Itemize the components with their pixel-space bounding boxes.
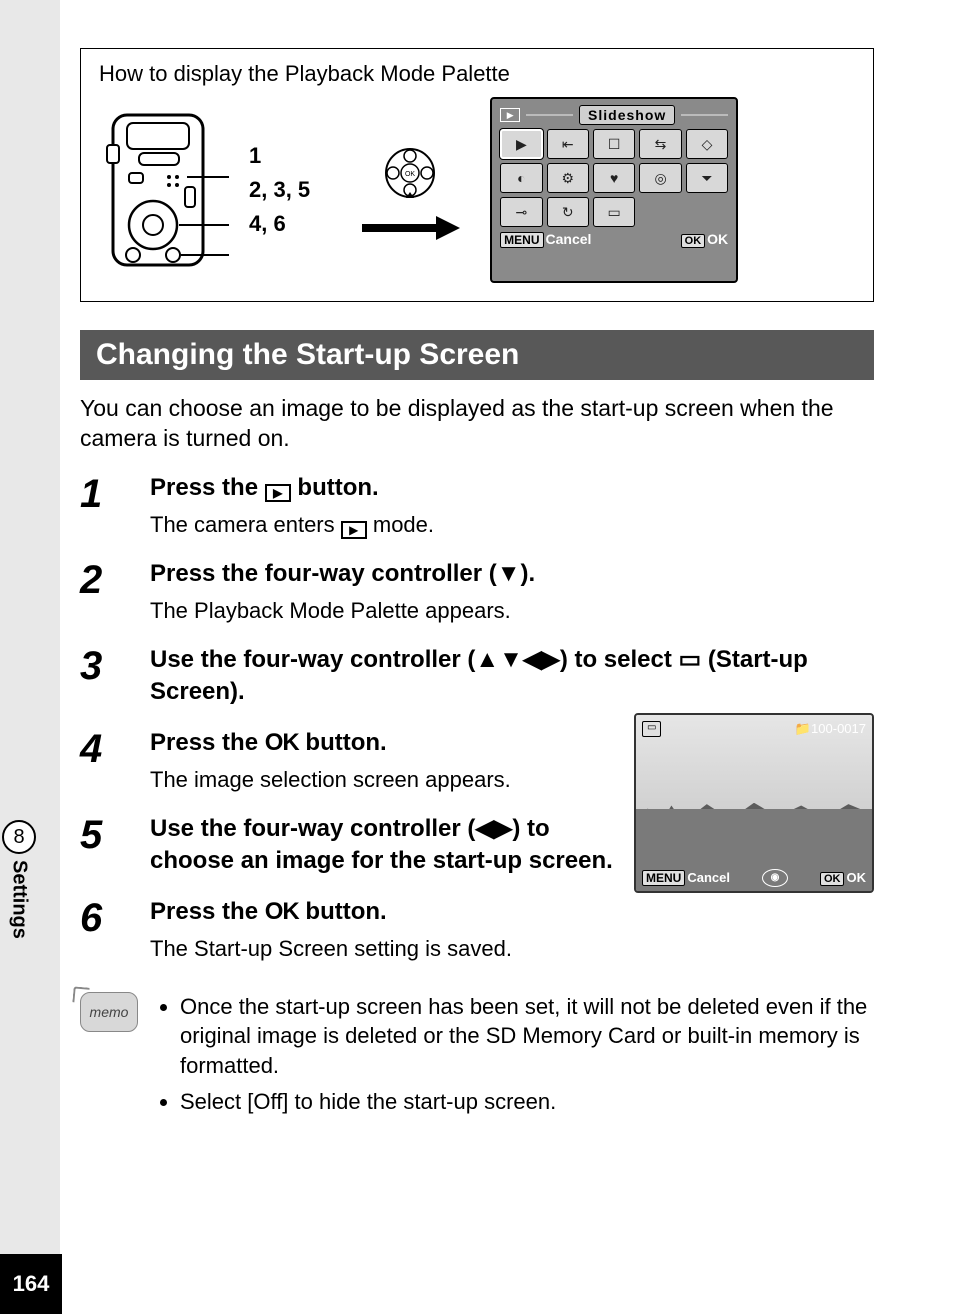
page: 8 Settings 164 How to display the Playba… [0,0,954,1314]
palette-icon: ◎ [639,163,681,193]
palette-icon: ↻ [547,197,589,227]
step-1: 1 Press the ▶ button. The camera enters … [80,472,874,540]
ok-label: OK [846,870,866,885]
menu-chip: MENU [642,870,685,886]
step-title: Press the four-way controller (▼). [150,558,535,590]
step-number: 5 [80,813,120,878]
lcd-bottom-bar: MENUCancel OKOK [500,231,728,247]
howto-row: 1 2, 3, 5 4, 6 OK [99,97,855,283]
callouts: 1 2, 3, 5 4, 6 [249,143,310,237]
memo-block: memo Once the start-up screen has been s… [80,992,874,1123]
intro-paragraph: You can choose an image to be displayed … [80,394,874,454]
step-title: Use the four-way controller (◀▶) to choo… [150,813,614,878]
lcd-top-bar: ▶ Slideshow [500,105,728,125]
step-sub: The Playback Mode Palette appears. [150,596,535,626]
ok-chip: OK [820,872,845,886]
step-sub: The camera enters ▶ mode. [150,510,434,540]
memo-bullet: Select [Off] to hide the start-up screen… [180,1087,874,1117]
palette-icon: ⇆ [639,129,681,159]
step-number: 4 [80,727,120,795]
lcd-palette-screen: ▶ Slideshow ▶ ⇤ ☐ ⇆ ◇ ◐ ⚙ ♥ ◎ [490,97,738,283]
palette-icon: ♥ [593,163,635,193]
nav-icon: ◉ [762,869,788,887]
image-selection-screen: ▭ 📁100-0017 MENUCancel ◉ OKOK [634,713,874,893]
step-title: Use the four-way controller (▲▼◀▶) to se… [150,644,874,709]
left-gutter [0,0,60,1314]
cancel-label: Cancel [687,870,730,885]
howto-box: How to display the Playback Mode Palette [80,48,874,302]
step-title: Press the OK button. [150,727,511,759]
playback-icon: ▶ [500,108,520,122]
callout-3: 4, 6 [249,211,310,237]
palette-icon: ▶ [500,129,542,159]
startup-icon: ▭ [642,721,661,737]
step-6: 6 Press the OK button. The Start-up Scre… [80,896,614,964]
cancel-label: Cancel [546,231,592,247]
memo-bullet: Once the start-up screen has been set, i… [180,992,874,1081]
step-title: Press the ▶ button. [150,472,434,504]
step-3: 3 Use the four-way controller (▲▼◀▶) to … [80,644,874,709]
palette-icon: ▭ [593,197,635,227]
playback-icon: ▶ [341,521,367,539]
callout-2: 2, 3, 5 [249,177,310,203]
step-number: 6 [80,896,120,964]
mode-title-pill: Slideshow [579,105,675,125]
playback-icon: ▶ [265,484,291,502]
palette-icon: ◐ [500,163,542,193]
chapter-number: 8 [2,820,36,854]
palette-grid: ▶ ⇤ ☐ ⇆ ◇ ◐ ⚙ ♥ ◎ ⏷ ⊸ ↻ ▭ [500,129,728,227]
steps-with-image: 4 Press the OK button. The image selecti… [80,709,874,964]
palette-icon: ☐ [593,129,635,159]
dpad-icon: OK [375,138,445,208]
ok-label: OK [707,231,728,247]
file-number: 📁100-0017 [795,721,866,737]
howto-title: How to display the Playback Mode Palette [99,61,855,87]
section-title: Changing the Start-up Screen [80,330,874,380]
step-2: 2 Press the four-way controller (▼). The… [80,558,874,626]
svg-text:OK: OK [405,171,415,178]
palette-icon: ⚙ [547,163,589,193]
content: How to display the Playback Mode Palette [80,48,874,1122]
arrow-block: OK [360,138,460,242]
step-sub: The Start-up Screen setting is saved. [150,934,512,964]
ok-chip: OK [681,234,706,248]
step-sub: The image selection screen appears. [150,765,511,795]
palette-icon: ⇤ [547,129,589,159]
side-tab: 8 Settings [2,820,36,939]
arrow-right-icon [360,214,460,242]
step-5: 5 Use the four-way controller (◀▶) to ch… [80,813,614,878]
palette-icon: ⊸ [500,197,542,227]
step-title: Press the OK button. [150,896,512,928]
step-4: 4 Press the OK button. The image selecti… [80,727,614,795]
chapter-label: Settings [8,860,31,939]
callout-3-text: 4, 6 [249,211,286,237]
palette-icon: ⏷ [686,163,728,193]
callout-1-text: 1 [249,143,261,169]
menu-chip: MENU [500,232,543,248]
memo-list: Once the start-up screen has been set, i… [156,992,874,1123]
step-number: 1 [80,472,120,540]
camera-diagram [99,105,229,275]
step-number: 3 [80,644,120,709]
palette-icon: ◇ [686,129,728,159]
callout-1: 1 [249,143,310,169]
page-number: 164 [0,1254,62,1314]
memo-icon: memo [80,992,138,1032]
callout-2-text: 2, 3, 5 [249,177,310,203]
step-number: 2 [80,558,120,626]
